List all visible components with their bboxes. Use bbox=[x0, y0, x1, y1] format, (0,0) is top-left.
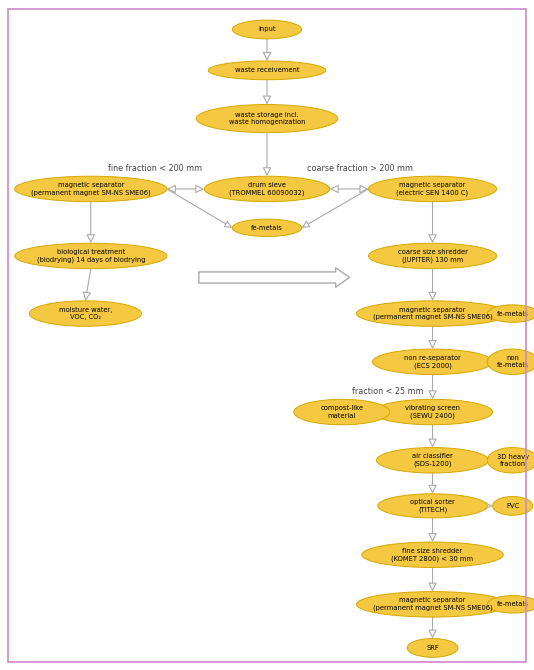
Text: coarse size shredder
(JUPITER) 130 mm: coarse size shredder (JUPITER) 130 mm bbox=[397, 249, 468, 263]
Ellipse shape bbox=[232, 20, 302, 39]
Ellipse shape bbox=[232, 219, 302, 237]
Ellipse shape bbox=[29, 301, 142, 326]
Ellipse shape bbox=[368, 176, 497, 202]
Text: vibrating screen
(SEWU 2400): vibrating screen (SEWU 2400) bbox=[405, 405, 460, 419]
Ellipse shape bbox=[294, 399, 390, 425]
Text: fe-metals: fe-metals bbox=[497, 311, 529, 316]
Text: magnetic separator
(permanent magnet SM-NS SME06): magnetic separator (permanent magnet SM-… bbox=[373, 598, 492, 611]
Text: coarse fraction > 200 mm: coarse fraction > 200 mm bbox=[308, 164, 413, 174]
Ellipse shape bbox=[376, 448, 489, 473]
Text: magnetic separator
(permanent magnet SM-NS SME06): magnetic separator (permanent magnet SM-… bbox=[373, 307, 492, 320]
Text: 3D heavy
fraction: 3D heavy fraction bbox=[497, 454, 529, 467]
Text: biological treatment
(biodrying) 14 days of biodrying: biological treatment (biodrying) 14 days… bbox=[36, 249, 145, 263]
Text: moisture water,
VOC, CO₂: moisture water, VOC, CO₂ bbox=[59, 307, 112, 320]
Text: air classifier
(SDS-1200): air classifier (SDS-1200) bbox=[412, 454, 453, 467]
Text: fe-metals: fe-metals bbox=[497, 602, 529, 607]
Text: magnetic separator
(electric SEN 1400 C): magnetic separator (electric SEN 1400 C) bbox=[396, 182, 469, 196]
Text: waste storage incl.
waste homogenization: waste storage incl. waste homogenization bbox=[229, 112, 305, 125]
Ellipse shape bbox=[362, 542, 504, 567]
Text: magnetic separator
(permanent magnet SM-NS SME06): magnetic separator (permanent magnet SM-… bbox=[31, 182, 151, 196]
Ellipse shape bbox=[492, 496, 532, 515]
Text: fe-metals: fe-metals bbox=[251, 225, 283, 230]
Text: optical sorter
(TITECH): optical sorter (TITECH) bbox=[410, 499, 455, 513]
Ellipse shape bbox=[487, 349, 534, 375]
Ellipse shape bbox=[357, 301, 508, 326]
Text: fine fraction < 200 mm: fine fraction < 200 mm bbox=[108, 164, 202, 174]
Ellipse shape bbox=[208, 61, 326, 80]
Ellipse shape bbox=[15, 176, 167, 202]
Text: non
fe-metals: non fe-metals bbox=[497, 355, 529, 369]
Text: input: input bbox=[258, 27, 276, 32]
Text: fine size shredder
(KOMET 2800) < 30 mm: fine size shredder (KOMET 2800) < 30 mm bbox=[391, 548, 474, 561]
Ellipse shape bbox=[197, 105, 337, 133]
Text: PVC: PVC bbox=[506, 503, 519, 509]
Ellipse shape bbox=[378, 494, 488, 518]
Ellipse shape bbox=[487, 448, 534, 473]
Text: fraction < 25 mm: fraction < 25 mm bbox=[352, 387, 424, 397]
Ellipse shape bbox=[204, 176, 330, 202]
Ellipse shape bbox=[357, 592, 508, 617]
Ellipse shape bbox=[368, 243, 497, 269]
Ellipse shape bbox=[15, 243, 167, 269]
Text: compost-like
material: compost-like material bbox=[320, 405, 363, 419]
Ellipse shape bbox=[487, 596, 534, 613]
Text: non re-separator
(ECS 2000): non re-separator (ECS 2000) bbox=[404, 355, 461, 369]
Ellipse shape bbox=[487, 305, 534, 322]
Text: waste receivement: waste receivement bbox=[235, 68, 299, 73]
Ellipse shape bbox=[373, 399, 492, 425]
Ellipse shape bbox=[407, 639, 458, 657]
Text: drum sieve
(TROMMEL 60090032): drum sieve (TROMMEL 60090032) bbox=[229, 182, 305, 196]
Text: SRF: SRF bbox=[426, 645, 439, 651]
Ellipse shape bbox=[373, 349, 492, 375]
